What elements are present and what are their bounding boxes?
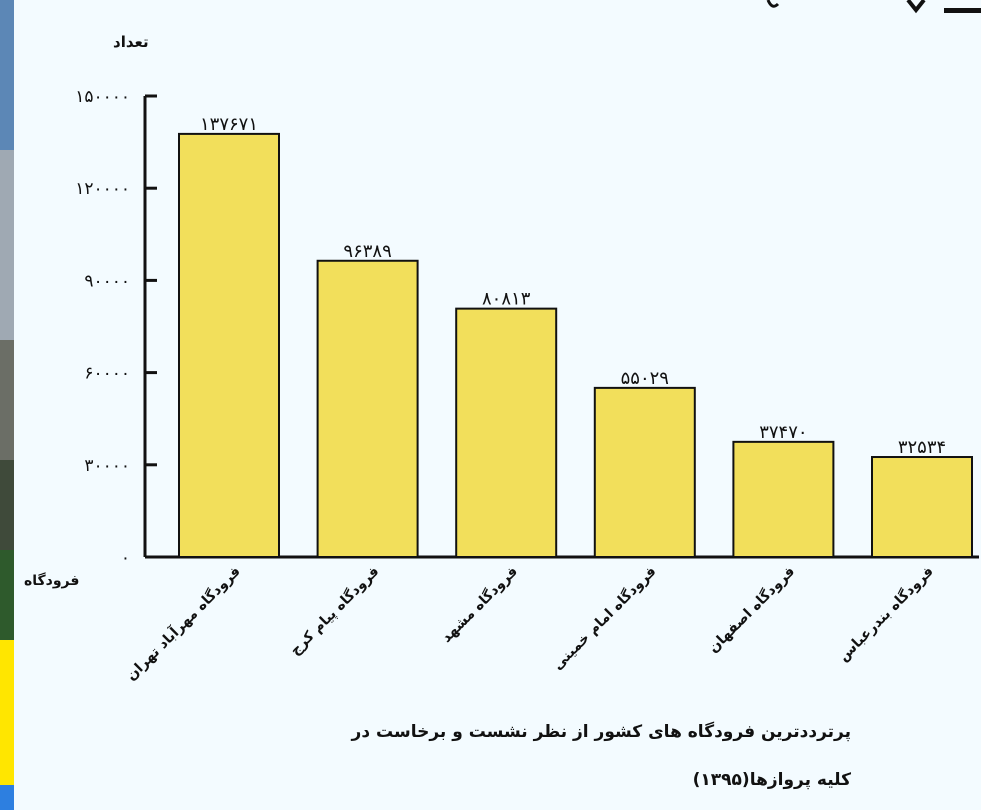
x-category-label: فرودگاه پیام کرج	[287, 563, 383, 659]
bar	[732, 440, 835, 558]
chart-caption-line-1: پرترددترین فرودگاه های کشور از نظر نشست …	[351, 722, 851, 742]
bar-value-label: ۳۲۵۳۴	[898, 437, 946, 458]
bar-value-label: ۳۷۴۷۰	[759, 422, 807, 443]
x-category-label: فرودگاه اصفهان	[705, 563, 798, 656]
left-edge-image-strip	[0, 0, 14, 810]
bar	[871, 456, 973, 558]
bar-value-label: ۵۵۰۲۹	[621, 368, 669, 389]
x-category-label: فرودگاه مهرآباد تهران	[122, 562, 244, 684]
y-tick-label: ۰	[121, 548, 130, 568]
y-tick-label: ۱۲۰۰۰۰	[75, 179, 130, 199]
y-axis-label: تعداد	[113, 33, 149, 51]
y-tick-label: ۳۰۰۰۰	[84, 456, 130, 476]
x-category-label: فرودگاه امام خمینی	[549, 563, 659, 673]
bar	[455, 307, 558, 558]
decorative-glyph-fragment	[766, 0, 981, 14]
y-tick-label: ۶۰۰۰۰	[84, 364, 130, 384]
x-category-label: فرودگاه بندرعباس	[835, 563, 937, 665]
x-axis-label: فرودگاه	[24, 572, 79, 589]
bar-value-label: ۱۳۷۶۷۱	[200, 114, 258, 135]
bar	[178, 132, 280, 559]
chart-caption-line-2: کلیه پروازها(۱۳۹۵)	[692, 770, 851, 790]
y-tick-label: ۱۵۰۰۰۰	[75, 87, 130, 107]
bar	[593, 386, 696, 558]
y-tick-label: ۹۰۰۰۰	[84, 271, 130, 291]
chart-panel: ۰ ۳۰۰۰۰ ۶۰۰۰۰ ۹۰۰۰۰ ۱۲۰۰۰۰ ۱۵۰۰۰۰ ۱۳۷۶۷۱ فرودگ…	[14, 0, 981, 810]
bar-value-label: ۹۶۳۸۹	[343, 241, 391, 262]
x-category-label: فرودگاه مشهد	[438, 563, 521, 646]
bar	[316, 259, 419, 558]
bar-chart: ۰ ۳۰۰۰۰ ۶۰۰۰۰ ۹۰۰۰۰ ۱۲۰۰۰۰ ۱۵۰۰۰۰ ۱۳۷۶۷۱ فرودگ…	[24, 33, 979, 684]
bar-value-label: ۸۰۸۱۳	[482, 289, 531, 310]
